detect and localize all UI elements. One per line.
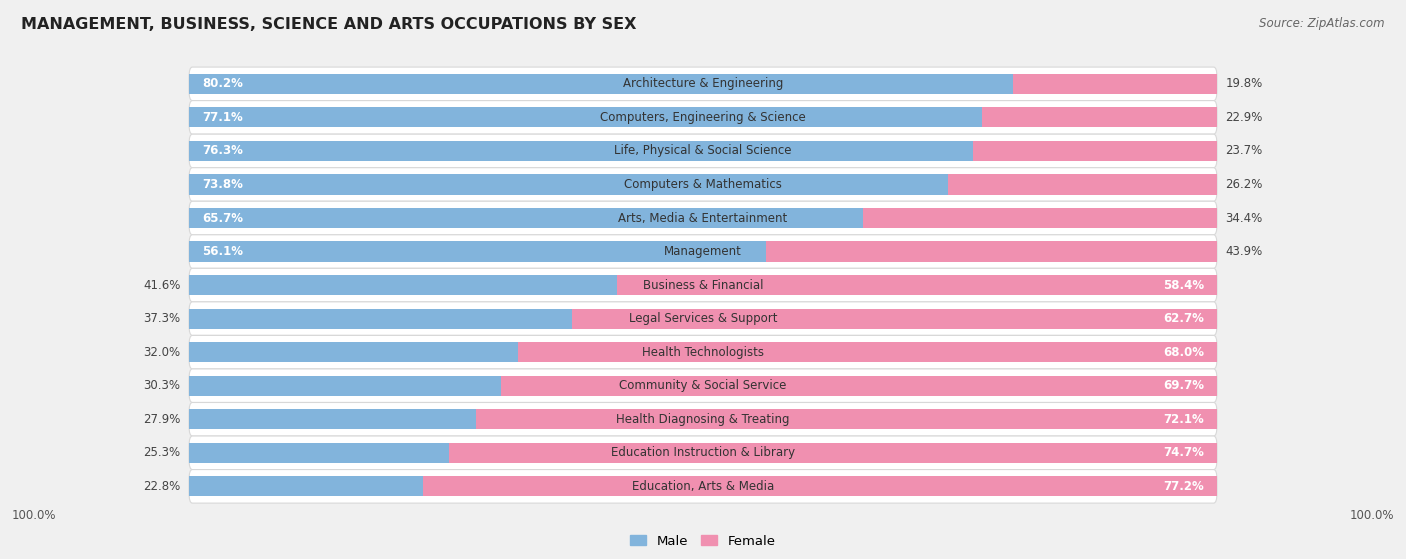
FancyBboxPatch shape: [188, 436, 1218, 470]
Bar: [188, 476, 423, 496]
Text: 22.8%: 22.8%: [143, 480, 180, 493]
Bar: [572, 309, 1218, 329]
Bar: [863, 208, 1218, 228]
Bar: [188, 275, 617, 295]
Text: 43.9%: 43.9%: [1226, 245, 1263, 258]
Text: 22.9%: 22.9%: [1226, 111, 1263, 124]
FancyBboxPatch shape: [188, 235, 1218, 268]
Text: Management: Management: [664, 245, 742, 258]
Text: Computers & Mathematics: Computers & Mathematics: [624, 178, 782, 191]
Text: 26.2%: 26.2%: [1226, 178, 1263, 191]
Bar: [188, 107, 981, 127]
Text: 30.3%: 30.3%: [143, 379, 180, 392]
FancyBboxPatch shape: [188, 67, 1218, 101]
FancyBboxPatch shape: [188, 302, 1218, 335]
Bar: [188, 309, 572, 329]
Bar: [188, 74, 1014, 94]
Text: Legal Services & Support: Legal Services & Support: [628, 312, 778, 325]
Text: 58.4%: 58.4%: [1163, 278, 1204, 292]
Legend: Male, Female: Male, Female: [626, 529, 780, 553]
Bar: [188, 443, 449, 463]
Text: Education Instruction & Library: Education Instruction & Library: [612, 446, 794, 459]
FancyBboxPatch shape: [188, 101, 1218, 134]
Text: Business & Financial: Business & Financial: [643, 278, 763, 292]
Text: Computers, Engineering & Science: Computers, Engineering & Science: [600, 111, 806, 124]
Bar: [981, 107, 1218, 127]
Text: 65.7%: 65.7%: [202, 211, 243, 225]
Text: 41.6%: 41.6%: [143, 278, 180, 292]
FancyBboxPatch shape: [188, 268, 1218, 302]
Bar: [766, 241, 1218, 262]
Text: 34.4%: 34.4%: [1226, 211, 1263, 225]
Text: 74.7%: 74.7%: [1163, 446, 1204, 459]
Text: 69.7%: 69.7%: [1163, 379, 1204, 392]
Text: 37.3%: 37.3%: [143, 312, 180, 325]
Bar: [188, 376, 501, 396]
Text: Education, Arts & Media: Education, Arts & Media: [631, 480, 775, 493]
Text: 72.1%: 72.1%: [1163, 413, 1204, 426]
Bar: [517, 342, 1218, 362]
Text: 77.2%: 77.2%: [1163, 480, 1204, 493]
FancyBboxPatch shape: [188, 201, 1218, 235]
Text: 19.8%: 19.8%: [1226, 77, 1263, 91]
Text: 73.8%: 73.8%: [202, 178, 243, 191]
Text: Health Technologists: Health Technologists: [643, 345, 763, 359]
FancyBboxPatch shape: [188, 134, 1218, 168]
FancyBboxPatch shape: [188, 168, 1218, 201]
Bar: [188, 208, 865, 228]
Bar: [475, 409, 1218, 429]
Text: 62.7%: 62.7%: [1163, 312, 1204, 325]
FancyBboxPatch shape: [188, 402, 1218, 436]
FancyBboxPatch shape: [188, 470, 1218, 503]
Text: 32.0%: 32.0%: [143, 345, 180, 359]
Text: Source: ZipAtlas.com: Source: ZipAtlas.com: [1260, 17, 1385, 30]
Text: MANAGEMENT, BUSINESS, SCIENCE AND ARTS OCCUPATIONS BY SEX: MANAGEMENT, BUSINESS, SCIENCE AND ARTS O…: [21, 17, 637, 32]
Bar: [188, 342, 517, 362]
Text: 76.3%: 76.3%: [202, 144, 243, 158]
Text: 27.9%: 27.9%: [143, 413, 180, 426]
Text: 23.7%: 23.7%: [1226, 144, 1263, 158]
Bar: [948, 174, 1218, 195]
Bar: [1014, 74, 1218, 94]
Text: Architecture & Engineering: Architecture & Engineering: [623, 77, 783, 91]
Bar: [617, 275, 1218, 295]
Bar: [188, 174, 948, 195]
FancyBboxPatch shape: [188, 335, 1218, 369]
Bar: [423, 476, 1218, 496]
Bar: [188, 241, 766, 262]
Bar: [973, 141, 1218, 161]
Text: Community & Social Service: Community & Social Service: [619, 379, 787, 392]
Bar: [188, 141, 973, 161]
Text: 25.3%: 25.3%: [143, 446, 180, 459]
Text: Life, Physical & Social Science: Life, Physical & Social Science: [614, 144, 792, 158]
Text: 77.1%: 77.1%: [202, 111, 243, 124]
Text: Health Diagnosing & Treating: Health Diagnosing & Treating: [616, 413, 790, 426]
Bar: [501, 376, 1218, 396]
Text: 80.2%: 80.2%: [202, 77, 243, 91]
Text: Arts, Media & Entertainment: Arts, Media & Entertainment: [619, 211, 787, 225]
FancyBboxPatch shape: [188, 369, 1218, 402]
Text: 56.1%: 56.1%: [202, 245, 243, 258]
Bar: [449, 443, 1218, 463]
Bar: [188, 409, 475, 429]
Text: 68.0%: 68.0%: [1163, 345, 1204, 359]
